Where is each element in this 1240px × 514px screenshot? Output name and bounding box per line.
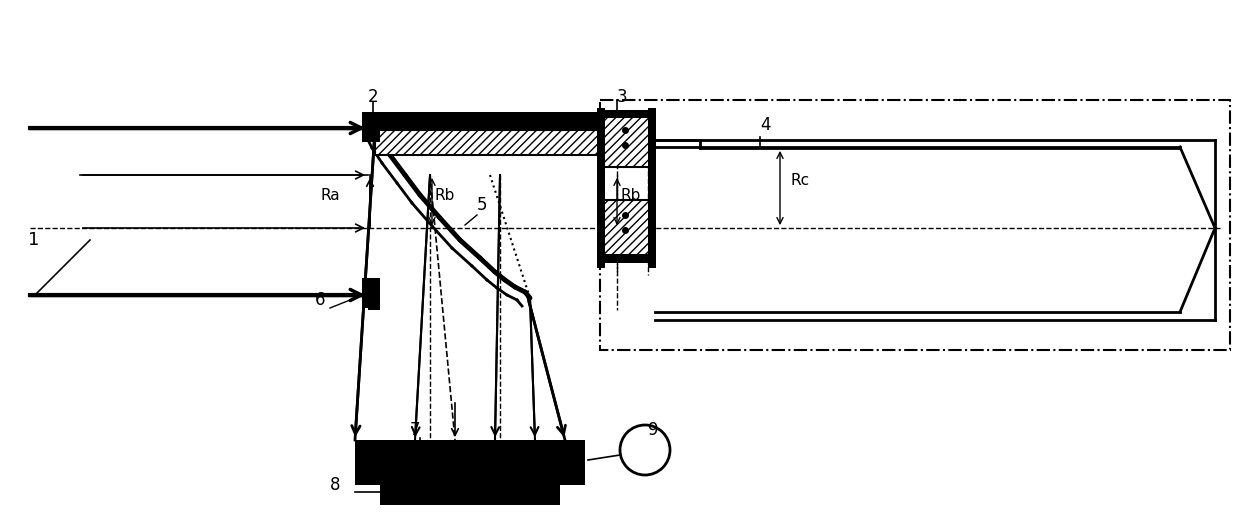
Text: 2: 2 [368,88,378,106]
Bar [362,112,379,142]
Text: 4: 4 [760,116,770,134]
Bar [598,255,653,263]
Text: 1: 1 [29,231,40,249]
Text: 6: 6 [315,291,325,309]
Bar [600,100,1230,350]
Bar [649,108,656,268]
Bar [368,285,379,310]
Text: Ra: Ra [320,188,340,203]
Bar [598,110,653,118]
Text: Rc: Rc [790,173,810,188]
Bar [368,112,379,142]
Text: 3: 3 [618,88,627,106]
Bar [374,112,600,130]
Bar [600,200,650,255]
Circle shape [620,425,670,475]
Bar [362,278,379,308]
Text: 9: 9 [649,421,658,439]
Text: Rb: Rb [620,188,640,203]
Text: 7: 7 [410,421,420,439]
Text: Rb: Rb [434,188,454,203]
Bar [355,440,585,485]
Text: 8: 8 [330,476,341,494]
Bar [374,130,600,155]
Bar [596,108,605,268]
Bar [379,485,560,505]
Text: 5: 5 [477,196,487,214]
Bar [600,112,650,167]
